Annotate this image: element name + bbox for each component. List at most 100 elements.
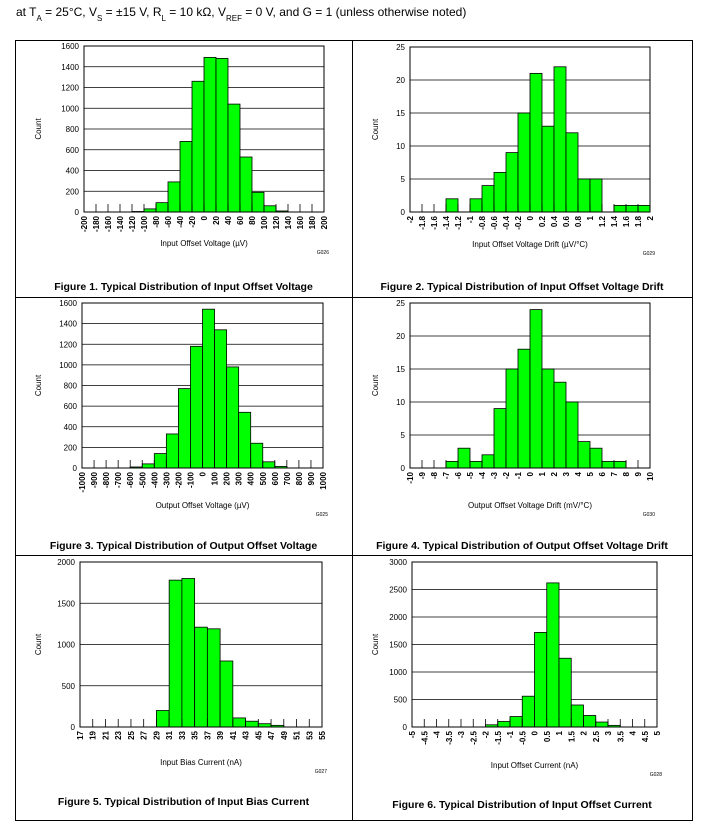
x-tick-label: 43 xyxy=(242,730,251,739)
y-tick-label: 1000 xyxy=(61,104,79,113)
y-tick-label: 0 xyxy=(75,208,80,217)
x-tick-label: -200 xyxy=(80,215,89,232)
header-text: at T xyxy=(16,5,37,19)
plot-frame xyxy=(411,561,658,728)
bar xyxy=(553,381,567,469)
x-axis-label: Output Offset Voltage (µV) xyxy=(156,501,250,510)
x-tick-label: 23 xyxy=(114,730,123,739)
x-tick-label: -200 xyxy=(174,471,183,488)
x-tick-label: 200 xyxy=(320,215,329,229)
x-tick-label: 80 xyxy=(248,215,257,224)
bar xyxy=(481,454,495,469)
x-tick-label: -1.8 xyxy=(418,215,427,229)
y-tick-label: 3000 xyxy=(389,558,407,567)
y-tick-label: 25 xyxy=(396,43,405,52)
x-tick-label: 8 xyxy=(622,471,631,476)
x-tick-label: -180 xyxy=(92,215,101,232)
x-tick-label: -900 xyxy=(90,471,99,488)
y-tick-label: 1500 xyxy=(57,599,75,608)
x-tick-label: 45 xyxy=(254,730,263,739)
plot-frame xyxy=(79,561,323,728)
x-tick-label: 5 xyxy=(653,730,662,735)
x-tick-label: 3.5 xyxy=(616,730,625,742)
y-tick-label: 600 xyxy=(66,146,80,155)
x-tick-label: -0.8 xyxy=(478,215,487,229)
bar xyxy=(262,461,276,469)
x-tick-label: 0 xyxy=(531,730,540,735)
bar xyxy=(541,368,555,469)
x-axis-label: Output Offset Voltage Drift (mV/°C) xyxy=(468,501,592,510)
x-tick-label: 37 xyxy=(203,730,212,739)
bar xyxy=(155,202,169,213)
x-tick-label: 900 xyxy=(307,471,316,485)
bar xyxy=(203,57,217,213)
bar xyxy=(206,628,221,728)
x-tick-label: 600 xyxy=(271,471,280,485)
y-tick-label: 0 xyxy=(73,464,78,473)
bar xyxy=(541,125,555,213)
x-tick-label: -2 xyxy=(482,730,491,738)
x-tick-label: -100 xyxy=(140,215,149,232)
x-tick-label: -0.5 xyxy=(518,730,527,744)
bar xyxy=(214,329,228,469)
y-tick-label: 25 xyxy=(396,299,405,308)
bar xyxy=(191,80,205,213)
bar xyxy=(637,204,651,213)
x-tick-label: 20 xyxy=(212,215,221,224)
y-tick-label: 5 xyxy=(401,431,406,440)
y-tick-label: 800 xyxy=(64,382,78,391)
bar xyxy=(181,578,196,728)
x-tick-label: 500 xyxy=(259,471,268,485)
x-tick-label: 4.5 xyxy=(641,730,650,742)
x-tick-label: 180 xyxy=(308,215,317,229)
x-tick-label: -0.2 xyxy=(514,215,523,229)
figure-caption: Figure 4. Typical Distribution of Output… xyxy=(376,540,668,552)
bar xyxy=(565,401,579,469)
subscript: S xyxy=(97,14,102,23)
y-tick-label: 0 xyxy=(401,464,406,473)
bar xyxy=(534,632,548,728)
bar xyxy=(505,152,519,213)
y-tick-label: 0 xyxy=(403,723,408,732)
x-tick-label: -1 xyxy=(514,471,523,479)
x-tick-label: -1.6 xyxy=(430,215,439,229)
figure-code: G026 xyxy=(317,250,329,256)
y-tick-label: 15 xyxy=(396,109,405,118)
x-tick-label: 51 xyxy=(293,730,302,739)
header: at TA = 25°C, VS = ±15 V, RL = 10 kΩ, VR… xyxy=(16,5,466,23)
x-tick-label: 0 xyxy=(526,215,535,220)
subscript: REF xyxy=(226,14,242,23)
bar xyxy=(165,433,179,469)
x-tick-label: -1000 xyxy=(78,471,87,492)
x-tick-label: -1.5 xyxy=(494,730,503,744)
x-tick-label: -600 xyxy=(126,471,135,488)
x-tick-label: 700 xyxy=(283,471,292,485)
bar xyxy=(469,460,483,469)
bar xyxy=(153,453,167,469)
x-tick-label: 3 xyxy=(562,471,571,476)
x-tick-label: 7 xyxy=(610,471,619,476)
x-tick-label: 6 xyxy=(598,471,607,476)
y-axis-label: Count xyxy=(371,633,380,655)
y-tick-label: 1600 xyxy=(59,299,77,308)
x-tick-label: 55 xyxy=(318,730,327,739)
bar xyxy=(263,205,277,213)
y-tick-label: 0 xyxy=(401,208,406,217)
x-tick-label: 4 xyxy=(574,471,583,476)
bar xyxy=(179,141,193,213)
x-tick-label: -3 xyxy=(490,471,499,479)
bar xyxy=(613,204,627,213)
x-tick-label: 5 xyxy=(586,471,595,476)
x-tick-label: 1000 xyxy=(319,471,328,489)
x-tick-label: -80 xyxy=(152,215,161,227)
y-tick-label: 1400 xyxy=(59,320,77,329)
y-tick-label: 20 xyxy=(396,332,405,341)
bar xyxy=(156,710,170,728)
bar xyxy=(141,463,155,469)
x-tick-label: -160 xyxy=(104,215,113,232)
x-tick-label: 53 xyxy=(305,730,314,739)
bar xyxy=(190,345,203,469)
x-tick-label: 27 xyxy=(140,730,149,739)
bar xyxy=(232,717,246,728)
y-tick-label: 1200 xyxy=(61,84,79,93)
